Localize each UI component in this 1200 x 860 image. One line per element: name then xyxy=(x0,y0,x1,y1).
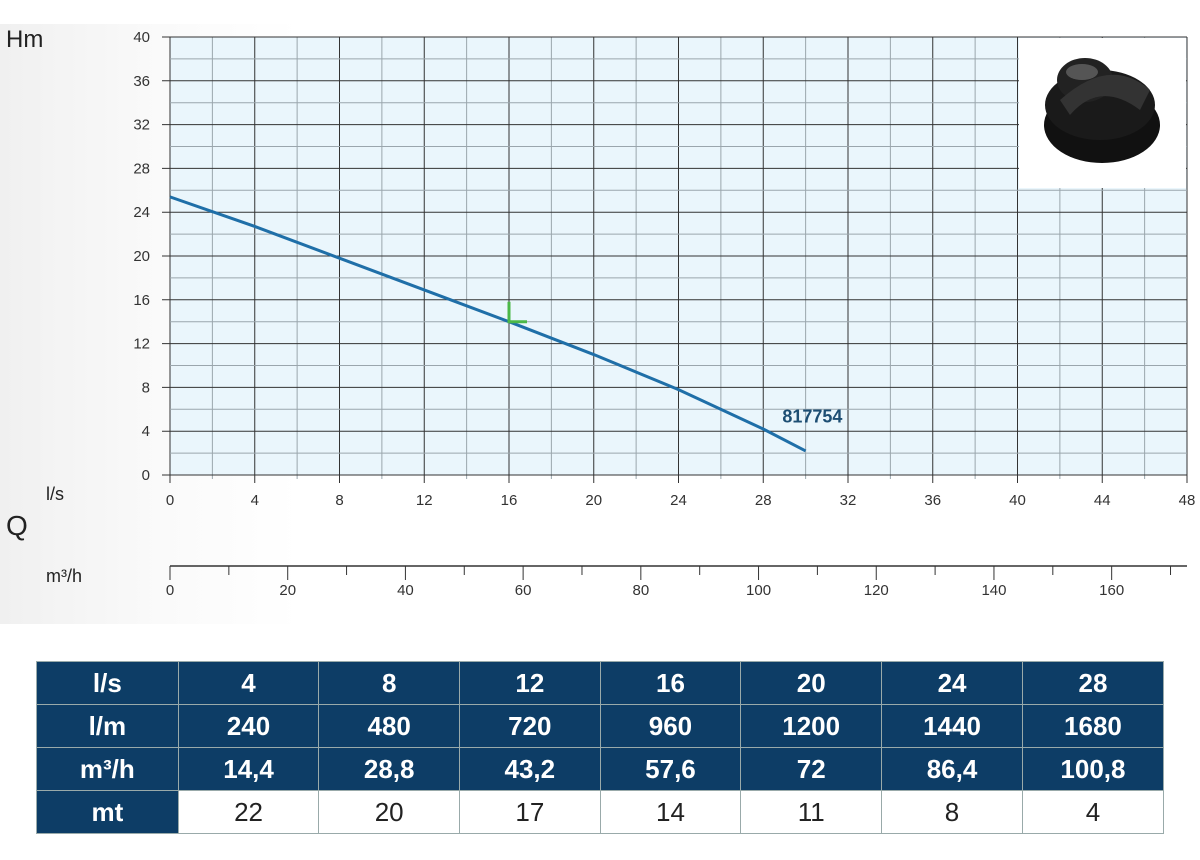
x-unit-primary: l/s xyxy=(46,484,64,504)
impeller-image xyxy=(1044,58,1160,163)
table-cell: 11 xyxy=(740,790,883,834)
x-unit-secondary: m³/h xyxy=(46,566,82,586)
x2-tick-label: 80 xyxy=(632,582,649,599)
table-cell: 1680 xyxy=(1021,704,1165,748)
y-tick-label: 12 xyxy=(133,336,150,353)
table-cell: 8 xyxy=(881,790,1023,834)
row-header: l/m xyxy=(36,704,179,748)
table-cell: 20 xyxy=(740,661,883,705)
y-tick-label: 28 xyxy=(133,160,150,177)
performance-table: l/s 4 8 12 16 20 24 28 l/m 240 480 720 960 1200 1440 16… xyxy=(36,661,1165,834)
table-row: l/m 240 480 720 960 1200 1440 1680 xyxy=(36,704,1165,748)
y-tick-label: 32 xyxy=(133,117,150,134)
y-tick-label: 20 xyxy=(133,248,150,265)
table-cell: 43,2 xyxy=(459,747,601,791)
x-tick-label: 8 xyxy=(335,492,343,509)
impeller-part xyxy=(1060,74,1150,115)
x-tick-label: 0 xyxy=(166,492,174,509)
table-cell: 960 xyxy=(599,704,742,748)
table-cell: 1200 xyxy=(740,704,883,748)
x-tick-label: 36 xyxy=(924,492,941,509)
x-tick-label: 44 xyxy=(1094,492,1111,509)
table-row: mt 22 20 17 14 11 8 4 xyxy=(36,790,1165,834)
table-cell: 16 xyxy=(599,661,742,705)
table-cell: 22 xyxy=(177,790,320,834)
x-tick-label: 12 xyxy=(416,492,433,509)
row-header: m³/h xyxy=(36,747,179,791)
table-cell: 12 xyxy=(459,661,601,705)
series-label: 817754 xyxy=(782,406,842,426)
x-tick-label: 24 xyxy=(670,492,687,509)
operating-point-marker xyxy=(507,301,527,324)
x-tick-label: 20 xyxy=(585,492,602,509)
table-cell: 480 xyxy=(318,704,460,748)
x2-tick-label: 120 xyxy=(864,582,889,599)
x2-tick-label: 60 xyxy=(515,582,532,599)
y-tick-label: 24 xyxy=(133,204,150,221)
x2-tick-label: 160 xyxy=(1099,582,1124,599)
table-cell: 17 xyxy=(459,790,601,834)
y-axis-label: Hm xyxy=(6,26,44,53)
row-header: l/s xyxy=(36,661,179,705)
y-tick-label: 40 xyxy=(133,29,150,46)
y-tick-label: 0 xyxy=(142,467,150,484)
x2-tick-label: 100 xyxy=(746,582,771,599)
x2-tick-label: 0 xyxy=(166,582,174,599)
table-cell: 72 xyxy=(740,747,883,791)
table-cell: 86,4 xyxy=(881,747,1023,791)
x-tick-label: 16 xyxy=(501,492,518,509)
x2-tick-label: 140 xyxy=(981,582,1006,599)
table-cell: 28 xyxy=(1021,661,1165,705)
table-cell: 14 xyxy=(599,790,742,834)
table-row: m³/h 14,4 28,8 43,2 57,6 72 86,4 100,8 xyxy=(36,747,1165,791)
row-header: mt xyxy=(36,790,179,834)
table-cell: 28,8 xyxy=(318,747,460,791)
y-tick-label: 4 xyxy=(142,423,150,440)
table-cell: 24 xyxy=(881,661,1023,705)
x2-tick-label: 20 xyxy=(279,582,296,599)
table-cell: 240 xyxy=(177,704,320,748)
x-tick-label: 48 xyxy=(1179,492,1196,509)
x-tick-label: 40 xyxy=(1009,492,1026,509)
impeller-part xyxy=(1066,64,1098,80)
table-cell: 4 xyxy=(177,661,320,705)
y-tick-label: 8 xyxy=(142,379,150,396)
x-tick-label: 4 xyxy=(251,492,259,509)
x-tick-label: 28 xyxy=(755,492,772,509)
table-cell: 20 xyxy=(318,790,460,834)
x-axis-label: Q xyxy=(6,510,28,541)
table-cell: 720 xyxy=(459,704,601,748)
table-cell: 4 xyxy=(1021,790,1165,834)
x-tick-label: 32 xyxy=(840,492,857,509)
table-cell: 14,4 xyxy=(177,747,320,791)
table-cell: 8 xyxy=(318,661,460,705)
y-tick-label: 16 xyxy=(133,292,150,309)
table-cell: 100,8 xyxy=(1021,747,1165,791)
pump-curve-chart: 0 4 8 12 16 20 24 28 32 36 40 44 4804812162024283236… xyxy=(133,29,1196,599)
x2-tick-label: 40 xyxy=(397,582,414,599)
table-cell: 57,6 xyxy=(599,747,742,791)
y-tick-label: 36 xyxy=(133,73,150,90)
table-cell: 1440 xyxy=(881,704,1023,748)
table-row: l/s 4 8 12 16 20 24 28 xyxy=(36,661,1165,705)
